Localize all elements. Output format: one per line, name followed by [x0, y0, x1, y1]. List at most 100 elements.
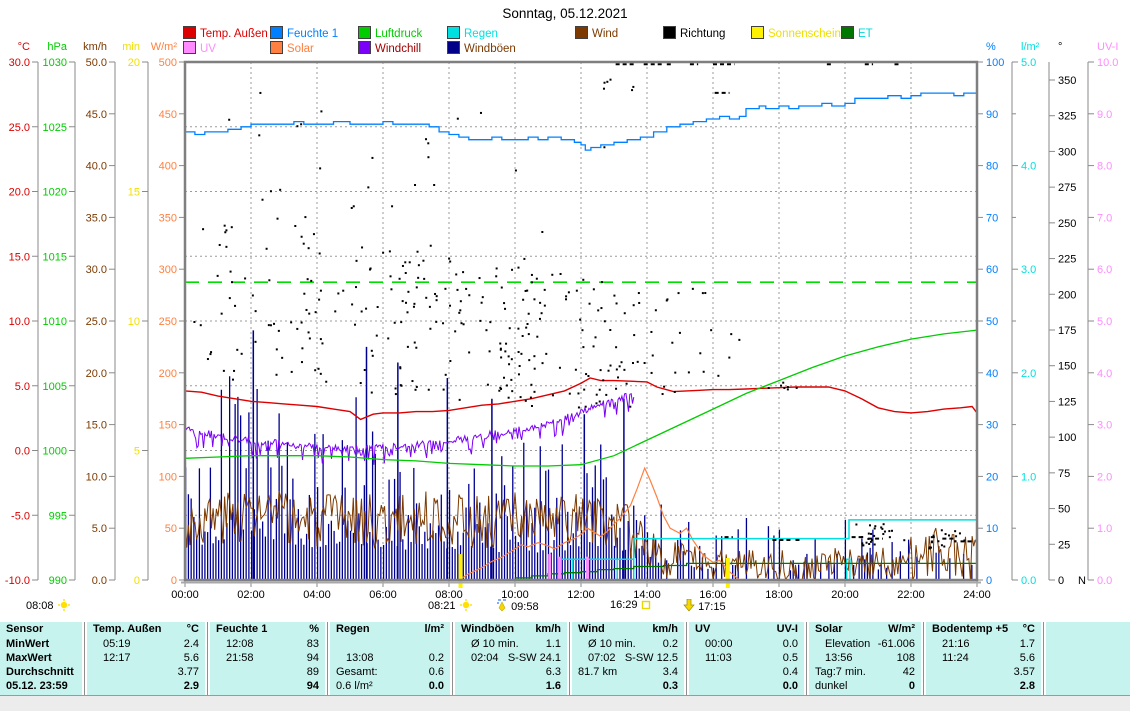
series-direction-dot [460, 300, 462, 302]
series-direction-dot [583, 389, 585, 391]
series-direction-dot [387, 337, 389, 339]
table-row: 3.57 [926, 665, 1041, 679]
series-direction-dot [604, 82, 606, 84]
table-group-header: Regenl/m² [330, 622, 450, 637]
axis-tick-label: 1000 [43, 446, 67, 458]
table-group-name: Bodentemp +5 [926, 622, 1008, 637]
series-direction-dot [531, 405, 533, 407]
series-direction-dot [508, 355, 510, 357]
series-direction-dot [307, 278, 309, 280]
axis-tick-label: 20.0 [9, 187, 30, 199]
x-axis-label: 24:00 [963, 589, 991, 601]
series-direction-dot [891, 530, 893, 532]
series-direction-dot [504, 350, 506, 352]
series-direction-dot [468, 351, 470, 353]
series-direction-dot [252, 294, 254, 296]
axis-tick-label: 150 [1058, 361, 1076, 373]
table-cell-value: 3.57 [1014, 665, 1041, 679]
series-direction-dot [587, 375, 589, 377]
series-direction-dot [209, 353, 211, 355]
series-direction-dot [480, 112, 482, 114]
series-direction-dot [674, 391, 676, 393]
axis-tick-label: 5.0 [15, 381, 30, 393]
table-cell-value: 89 [307, 665, 325, 679]
series-direction-dot [270, 324, 272, 326]
axis-tick-label: 100 [1058, 432, 1076, 444]
series-direction-dot [496, 267, 498, 269]
sunset-marker: 17:15 [683, 599, 726, 613]
series-direction-dot [945, 533, 947, 535]
table-cell-value: -61.006 [878, 637, 921, 651]
axis-tick-label: 350 [1058, 75, 1076, 87]
axis-tick-label: 10 [128, 316, 140, 328]
table-cell-value: 108 [897, 651, 921, 665]
series-direction-dot [870, 533, 872, 535]
series-direction-dot [518, 351, 520, 353]
table-cell-time: Elevation [809, 637, 870, 651]
series-direction-dot [601, 281, 603, 283]
series-direction-dot [320, 290, 322, 292]
axis-tick-label: 0 [986, 575, 992, 587]
series-direction-dot [780, 385, 782, 387]
series-direction-dot [433, 184, 435, 186]
series-direction-dot [318, 368, 320, 370]
series-direction-dot [270, 190, 272, 192]
table-cell-value: S-SW 24.1 [508, 651, 567, 665]
series-direction-dot [536, 278, 538, 280]
series-direction-dot [255, 310, 257, 312]
series-direction-dot [351, 303, 353, 305]
series-direction-dot [468, 294, 470, 296]
axis-tick-label: 200 [1058, 289, 1076, 301]
series-direction-dot [609, 329, 611, 331]
table-cell-time: Ø 10 min. [572, 637, 636, 651]
table-group-unit: l/m² [424, 622, 450, 637]
series-direction-dot [300, 123, 302, 125]
series-direction-dot [499, 343, 501, 345]
series-direction-dot [262, 199, 264, 201]
series-direction-dot [704, 292, 706, 294]
axis-tick-label: 45.0 [86, 109, 107, 121]
series-direction-dot [371, 392, 373, 394]
series-direction-dot [782, 382, 784, 384]
table-row: 13:56108 [809, 651, 921, 665]
table-group-3: Windböenkm/hØ 10 min.1.102:04S-SW 24.16.… [455, 622, 567, 695]
series-direction-dot [228, 119, 230, 121]
series-direction-dot [482, 296, 484, 298]
series-direction-dot [500, 356, 502, 358]
window-footer-strip [0, 695, 1130, 711]
series-direction-dot [376, 335, 378, 337]
axis-tick-label: 200 [159, 368, 177, 380]
series-direction-dot [487, 384, 489, 386]
table-cell-value: 0.3 [663, 679, 684, 693]
series-direction-dot [427, 156, 429, 158]
axis-unit-label: °C [18, 41, 30, 53]
table-row: 12:175.6 [87, 651, 205, 665]
series-direction-dot [290, 321, 292, 323]
table-cell-time [572, 679, 578, 693]
series-direction-dot [544, 289, 546, 291]
series-direction-dot [231, 226, 233, 228]
series-direction-dot [954, 530, 956, 532]
series-direction-dot [372, 355, 374, 357]
series-direction-dot [617, 376, 619, 378]
series-direction-dot [225, 229, 227, 231]
series-direction-dot [615, 346, 617, 348]
axis-tick-label: 8.0 [1097, 161, 1112, 173]
series-direction-dot [389, 250, 391, 252]
series-direction-dot [455, 273, 457, 275]
series-direction-dot [504, 308, 506, 310]
series-direction-dot [356, 260, 358, 262]
table-group-unit: UV-I [777, 622, 804, 637]
series-direction-dot [621, 361, 623, 363]
table-row [330, 637, 450, 651]
table-group-7: Bodentemp +5°C21:161.711:245.63.572.8 [926, 622, 1041, 695]
series-direction-dot [296, 328, 298, 330]
series-direction-dot [407, 291, 409, 293]
series-direction-dot [200, 324, 202, 326]
series-direction-dot [276, 374, 278, 376]
axis-tick-label: 100 [986, 57, 1004, 69]
series-direction-dot [632, 362, 634, 364]
series-direction-dot [399, 366, 401, 368]
series-direction-dot [443, 389, 445, 391]
series-direction-dot [500, 388, 502, 390]
